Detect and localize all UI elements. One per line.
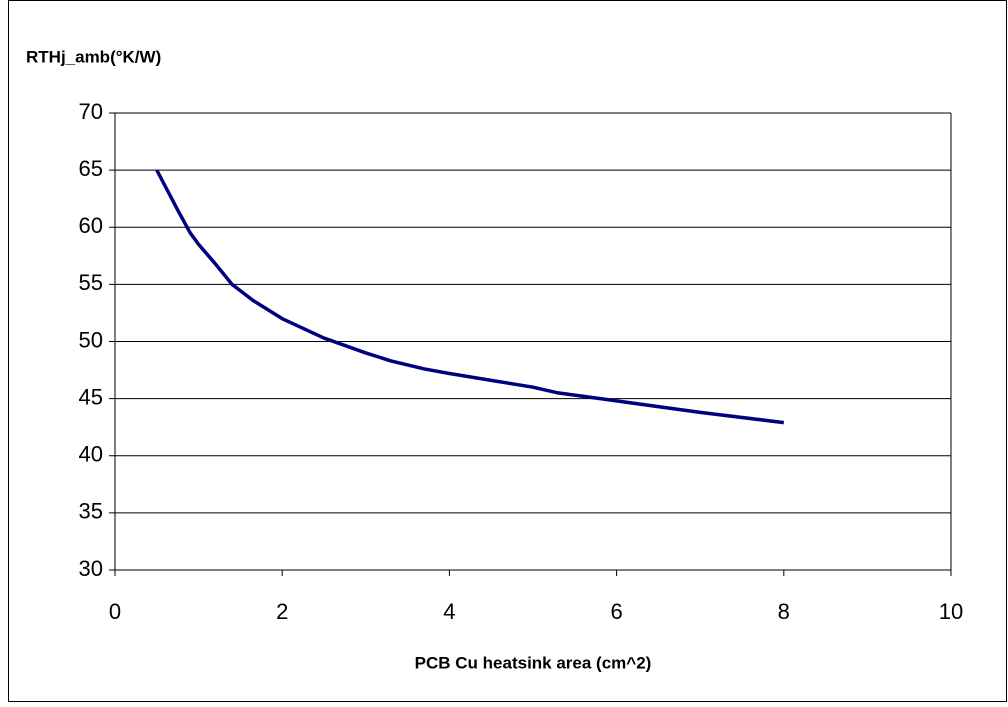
y-tick-label: 65 [79, 156, 103, 181]
x-tick-label: 0 [109, 599, 121, 624]
y-tick-label: 70 [79, 99, 103, 124]
y-tick-label: 35 [79, 499, 103, 524]
y-tick-label: 60 [79, 213, 103, 238]
y-tick-label: 30 [79, 556, 103, 581]
x-tick-label: 4 [443, 599, 455, 624]
y-tick-label: 55 [79, 270, 103, 295]
x-tick-label: 2 [276, 599, 288, 624]
x-tick-label: 6 [610, 599, 622, 624]
x-tick-label: 10 [939, 599, 963, 624]
x-axis-title: PCB Cu heatsink area (cm^2) [415, 653, 652, 672]
data-line [155, 169, 785, 425]
chart-border [8, 0, 1007, 702]
y-tick-label: 50 [79, 327, 103, 352]
y-axis-title: RTHj_amb(°K/W) [26, 47, 161, 66]
y-tick-label: 45 [79, 384, 103, 409]
y-tick-label: 40 [79, 442, 103, 467]
x-tick-label: 8 [778, 599, 790, 624]
